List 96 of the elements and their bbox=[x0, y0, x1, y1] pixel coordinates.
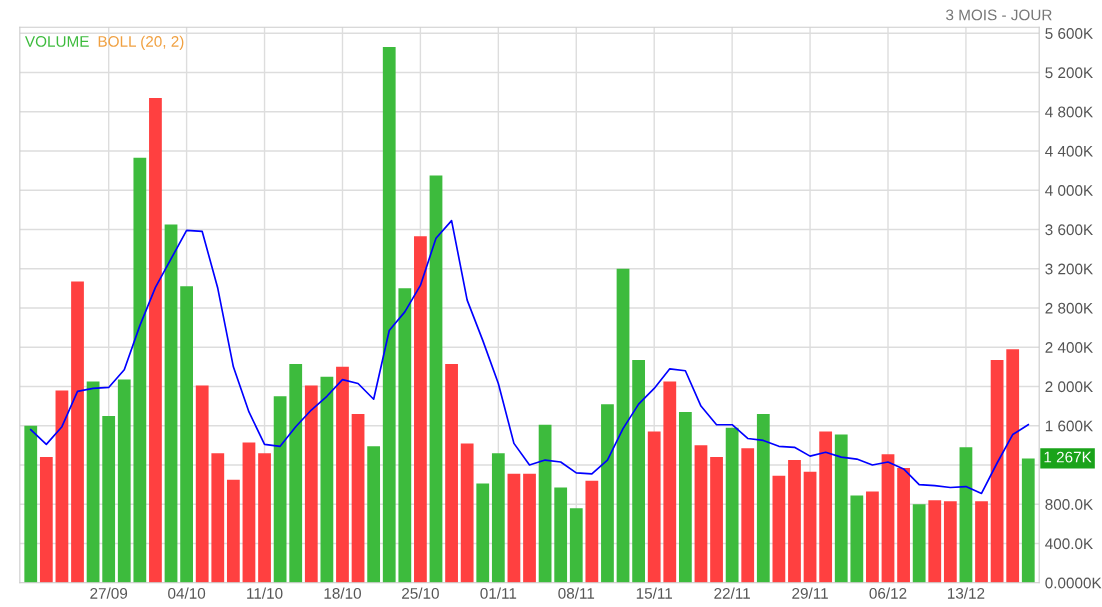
y-tick-label: 4 400K bbox=[1045, 145, 1093, 157]
bar bbox=[616, 268, 630, 583]
bar bbox=[632, 359, 646, 583]
y-tick-label: 1 600K bbox=[1045, 420, 1093, 432]
bar bbox=[304, 385, 318, 583]
x-tick-label: 27/09 bbox=[90, 587, 128, 599]
bar bbox=[460, 443, 474, 583]
bar bbox=[1006, 349, 1020, 583]
bar bbox=[351, 413, 365, 583]
bar bbox=[336, 366, 349, 583]
x-tick-label: 25/10 bbox=[402, 587, 439, 599]
bar bbox=[211, 453, 225, 583]
bar bbox=[943, 501, 957, 583]
bar bbox=[694, 445, 708, 583]
bar bbox=[756, 413, 770, 583]
bar bbox=[538, 424, 552, 583]
bar bbox=[242, 442, 256, 583]
x-tick-label: 08/11 bbox=[558, 587, 595, 599]
bar bbox=[445, 363, 458, 583]
y-tick-label: 5 600K bbox=[1045, 28, 1093, 39]
line-series bbox=[29, 219, 1030, 495]
x-tick-label: 18/10 bbox=[324, 587, 361, 599]
bar bbox=[289, 363, 303, 583]
y-tick-label: 0.0000K bbox=[1045, 577, 1102, 589]
bar bbox=[226, 479, 240, 583]
bar bbox=[990, 359, 1004, 583]
x-tick-label: 01/11 bbox=[480, 587, 517, 599]
y-tick-label: 2 800K bbox=[1045, 302, 1093, 314]
bar bbox=[881, 454, 895, 583]
bar bbox=[149, 97, 162, 583]
annotation: BOLL (20, 2) bbox=[98, 35, 184, 50]
bar bbox=[569, 508, 583, 583]
bar bbox=[585, 480, 599, 583]
y-tick-label: 2 400K bbox=[1045, 342, 1093, 353]
bar bbox=[523, 473, 536, 583]
x-tick-label: 15/11 bbox=[636, 587, 673, 599]
chart-subtitle: 3 MOIS - JOUR bbox=[946, 9, 1052, 21]
bar bbox=[834, 434, 848, 583]
bar bbox=[86, 381, 100, 583]
bar bbox=[71, 281, 84, 583]
x-tick-label: 13/12 bbox=[947, 587, 985, 599]
y-tick-label: 4 000K bbox=[1045, 185, 1093, 196]
bar bbox=[476, 483, 490, 583]
bar bbox=[1021, 458, 1035, 583]
bar bbox=[180, 286, 193, 583]
bar bbox=[803, 471, 817, 583]
bar bbox=[678, 411, 692, 583]
bar bbox=[866, 491, 879, 583]
x-tick-label: 04/10 bbox=[168, 587, 206, 599]
bar bbox=[819, 431, 833, 583]
bar bbox=[39, 457, 53, 583]
y-tick-label: 5 200K bbox=[1045, 67, 1093, 79]
bar bbox=[117, 379, 131, 583]
bar bbox=[772, 475, 786, 583]
bar bbox=[273, 396, 287, 583]
bar bbox=[133, 157, 147, 583]
y-tick-label: 800.0K bbox=[1045, 499, 1093, 510]
bar bbox=[164, 224, 178, 583]
bar bbox=[24, 425, 38, 583]
y-tick-label: 2 000K bbox=[1045, 381, 1093, 393]
bar bbox=[55, 390, 69, 583]
bar bbox=[102, 415, 116, 583]
bar bbox=[491, 453, 505, 583]
bar bbox=[414, 236, 427, 583]
bar bbox=[398, 288, 412, 583]
bar bbox=[741, 448, 755, 583]
bar bbox=[320, 376, 334, 583]
bar bbox=[663, 381, 677, 583]
text: 1 267K bbox=[1044, 451, 1092, 463]
bar bbox=[601, 404, 614, 583]
x-tick-label: 29/11 bbox=[792, 587, 828, 599]
y-tick-label: 3 200K bbox=[1045, 263, 1093, 275]
bar bbox=[367, 446, 381, 583]
bar bbox=[897, 467, 910, 583]
bar bbox=[975, 501, 988, 583]
bar bbox=[554, 487, 568, 583]
x-tick-label: 11/10 bbox=[247, 587, 283, 599]
bar bbox=[429, 175, 443, 583]
bar bbox=[195, 385, 209, 583]
text: VOLUME bbox=[25, 36, 89, 47]
bar bbox=[647, 431, 661, 583]
bar bbox=[850, 495, 864, 583]
bar bbox=[788, 460, 801, 583]
bar bbox=[959, 447, 973, 583]
x-tick-label: 22/11 bbox=[714, 587, 750, 599]
bar bbox=[725, 427, 739, 583]
y-tick-label: 400.0K bbox=[1045, 538, 1093, 550]
bar bbox=[507, 473, 521, 583]
bar bbox=[928, 500, 942, 583]
bar bbox=[258, 453, 271, 583]
bar bbox=[710, 457, 723, 583]
x-tick-label: 06/12 bbox=[869, 587, 907, 599]
bar bbox=[382, 46, 396, 583]
y-tick-label: 3 600K bbox=[1045, 224, 1093, 236]
y-tick-label: 4 800K bbox=[1045, 106, 1093, 118]
bar bbox=[912, 504, 926, 583]
